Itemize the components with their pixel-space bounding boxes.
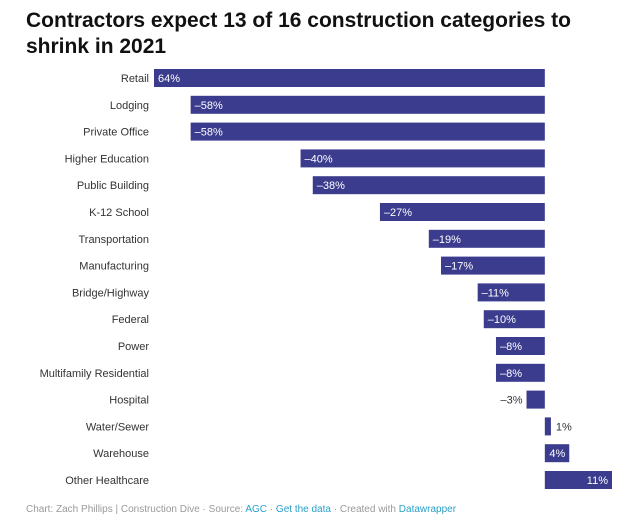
bar [495,363,545,382]
bar [477,283,545,302]
category-label: Retail [121,73,149,85]
bar [312,176,545,195]
bar [526,390,545,409]
category-label: Bridge/Highway [72,287,150,299]
source-link[interactable]: AGC [245,504,268,515]
category-label: Power [118,341,150,353]
category-label: Transportation [78,234,149,246]
value-label: –8% [500,368,522,380]
footer-credit: Chart: Zach Phillips | Construction Dive… [26,504,246,515]
value-label: –27% [384,207,412,219]
value-label: –38% [317,180,345,192]
value-label: –10% [488,314,516,326]
category-label: Water/Sewer [86,421,150,433]
chart-footer: Chart: Zach Phillips | Construction Dive… [26,504,456,515]
value-label: –58% [195,127,223,139]
bar [379,203,545,221]
bar-chart: Retail 64% Lodging –58% Private Office –58% Hi… [40,69,612,489]
category-label: Federal [112,314,149,326]
bar [154,69,545,87]
category-label: Warehouse [93,448,149,460]
bar [544,471,612,489]
category-label: K-12 School [89,207,149,219]
value-label: –11% [482,287,510,299]
bar [441,256,545,275]
value-label: –8% [500,341,522,353]
value-label: –58% [195,100,223,112]
bar [483,310,545,329]
value-label: 11% [587,475,608,487]
datawrapper-link[interactable]: Datawrapper [398,504,457,515]
chart-title: Contractors expect 13 of 16 construction… [26,9,571,58]
bar [190,95,545,114]
bar [544,444,570,463]
value-label: 64% [158,73,180,85]
category-label: Public Building [77,180,149,192]
get-data-link[interactable]: Get the data [275,504,331,515]
bar [495,337,545,355]
bar [544,417,551,436]
category-label: Lodging [110,100,149,112]
category-label: Higher Education [65,153,149,165]
footer-separator: · [267,504,276,515]
footer-created-with: · Created with [330,504,399,515]
category-label: Multifamily Residential [40,368,149,380]
category-label: Other Healthcare [65,475,149,487]
category-label: Private Office [83,127,149,139]
category-label: Hospital [109,395,149,407]
value-label: 1% [556,421,572,433]
value-label: –17% [445,261,473,273]
value-label: 4% [549,448,565,460]
bar [190,122,545,141]
value-label: –19% [433,234,461,246]
bar [300,149,545,168]
value-label: –3% [500,395,522,407]
bar [428,229,545,248]
value-label: –40% [305,153,333,165]
category-label: Manufacturing [79,261,149,273]
